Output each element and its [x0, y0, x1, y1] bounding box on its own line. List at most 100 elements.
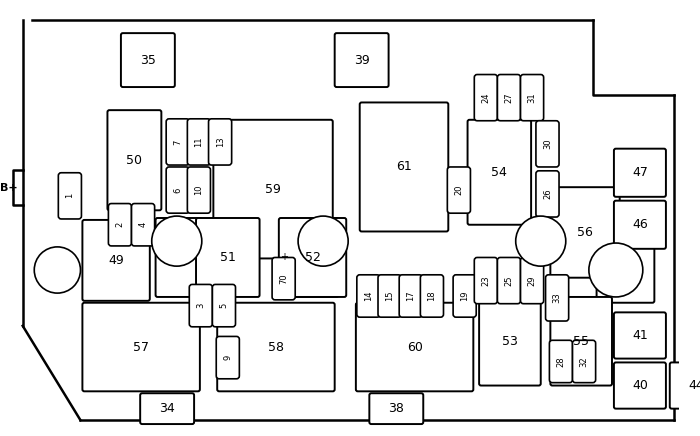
Text: 15: 15: [385, 291, 394, 301]
Text: 5: 5: [219, 303, 228, 308]
FancyBboxPatch shape: [670, 362, 700, 409]
FancyBboxPatch shape: [468, 120, 531, 225]
Text: 70: 70: [279, 273, 288, 284]
Text: 25: 25: [505, 276, 514, 286]
Text: 55: 55: [573, 335, 589, 348]
FancyBboxPatch shape: [545, 275, 568, 321]
Text: 19: 19: [460, 291, 469, 301]
FancyBboxPatch shape: [550, 297, 612, 385]
FancyBboxPatch shape: [360, 102, 448, 232]
FancyBboxPatch shape: [188, 167, 211, 213]
Text: 39: 39: [354, 54, 370, 67]
Text: 50: 50: [127, 154, 142, 167]
Circle shape: [152, 216, 202, 266]
FancyBboxPatch shape: [196, 218, 260, 297]
Text: 11: 11: [195, 136, 204, 147]
FancyBboxPatch shape: [521, 75, 544, 121]
Text: 14: 14: [364, 291, 373, 301]
FancyBboxPatch shape: [521, 258, 544, 304]
FancyBboxPatch shape: [107, 110, 162, 210]
Text: 18: 18: [428, 291, 436, 301]
Text: 9: 9: [223, 355, 232, 360]
Text: 47: 47: [632, 166, 648, 179]
FancyBboxPatch shape: [453, 275, 476, 317]
Circle shape: [34, 247, 80, 293]
Text: 41: 41: [632, 329, 648, 342]
FancyBboxPatch shape: [209, 119, 232, 165]
FancyBboxPatch shape: [217, 303, 335, 392]
FancyBboxPatch shape: [214, 120, 332, 259]
FancyBboxPatch shape: [399, 275, 422, 317]
Text: 51: 51: [220, 251, 236, 264]
Text: 26: 26: [543, 189, 552, 199]
FancyBboxPatch shape: [614, 312, 666, 358]
FancyBboxPatch shape: [378, 275, 401, 317]
FancyBboxPatch shape: [475, 75, 498, 121]
Text: 7: 7: [173, 139, 182, 145]
FancyBboxPatch shape: [498, 75, 521, 121]
Text: 6: 6: [173, 187, 182, 193]
FancyBboxPatch shape: [108, 204, 132, 246]
FancyBboxPatch shape: [83, 220, 150, 301]
FancyBboxPatch shape: [293, 218, 339, 297]
Text: 27: 27: [505, 92, 514, 103]
Text: 32: 32: [580, 356, 589, 367]
Text: 10: 10: [195, 185, 204, 195]
FancyBboxPatch shape: [550, 187, 620, 278]
Text: 2: 2: [116, 222, 125, 227]
Text: 44: 44: [688, 379, 700, 392]
Text: 57: 57: [133, 341, 149, 354]
FancyBboxPatch shape: [475, 258, 498, 304]
Text: +: +: [279, 252, 288, 262]
Circle shape: [516, 216, 566, 266]
Text: 31: 31: [528, 92, 537, 103]
Text: 13: 13: [216, 136, 225, 147]
Text: 33: 33: [552, 293, 561, 303]
Text: 60: 60: [407, 341, 423, 354]
Text: 34: 34: [160, 402, 175, 415]
Text: 17: 17: [406, 291, 415, 301]
Text: 35: 35: [140, 54, 156, 67]
Text: 58: 58: [268, 341, 284, 354]
FancyBboxPatch shape: [272, 258, 295, 300]
FancyBboxPatch shape: [83, 303, 200, 392]
FancyBboxPatch shape: [614, 362, 666, 409]
FancyBboxPatch shape: [614, 201, 666, 249]
FancyBboxPatch shape: [550, 340, 573, 383]
Text: 38: 38: [389, 402, 404, 415]
FancyBboxPatch shape: [370, 393, 424, 424]
Text: 28: 28: [556, 356, 566, 367]
FancyBboxPatch shape: [279, 218, 346, 297]
Text: 23: 23: [482, 275, 491, 286]
FancyBboxPatch shape: [212, 284, 235, 327]
Text: 49: 49: [108, 254, 124, 267]
FancyBboxPatch shape: [132, 204, 155, 246]
FancyBboxPatch shape: [356, 303, 473, 392]
Circle shape: [589, 243, 643, 297]
FancyBboxPatch shape: [140, 393, 194, 424]
FancyBboxPatch shape: [573, 340, 596, 383]
FancyBboxPatch shape: [498, 258, 521, 304]
FancyBboxPatch shape: [357, 275, 380, 317]
FancyBboxPatch shape: [536, 121, 559, 167]
FancyBboxPatch shape: [536, 171, 559, 217]
FancyBboxPatch shape: [121, 33, 175, 87]
FancyBboxPatch shape: [596, 245, 654, 303]
Text: 52: 52: [304, 251, 321, 264]
Text: B+: B+: [1, 183, 18, 193]
Polygon shape: [22, 20, 673, 420]
Text: 53: 53: [502, 335, 518, 348]
Text: 24: 24: [482, 92, 491, 103]
FancyBboxPatch shape: [155, 218, 202, 297]
FancyBboxPatch shape: [166, 119, 189, 165]
FancyBboxPatch shape: [166, 167, 189, 213]
Text: 29: 29: [528, 276, 537, 286]
FancyBboxPatch shape: [614, 149, 666, 197]
Text: 61: 61: [396, 160, 412, 174]
FancyBboxPatch shape: [58, 173, 81, 219]
Text: 20: 20: [454, 185, 463, 195]
Text: 59: 59: [265, 183, 281, 196]
Text: 30: 30: [543, 139, 552, 149]
Text: 54: 54: [491, 166, 508, 179]
Text: 1: 1: [65, 193, 74, 198]
